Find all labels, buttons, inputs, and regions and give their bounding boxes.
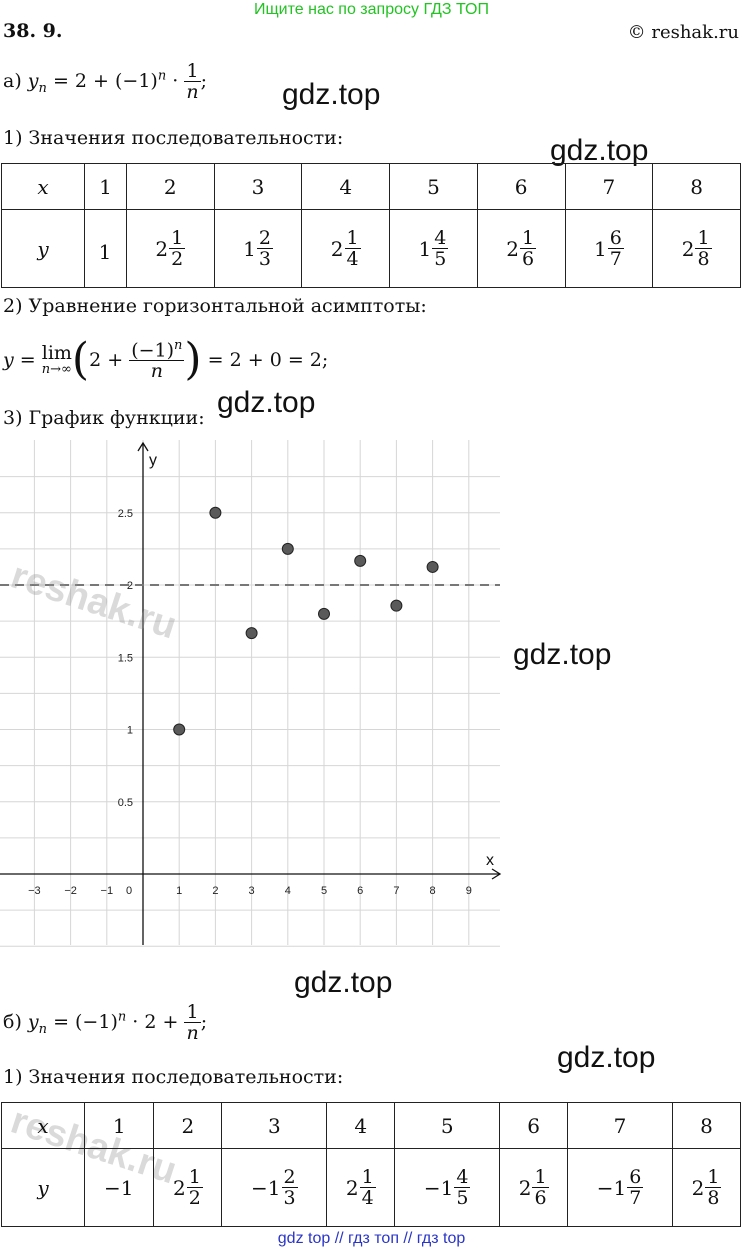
watermark: gdz.top (282, 78, 381, 111)
table-header-x: x (1, 1102, 85, 1149)
x-tick-label: 9 (466, 885, 472, 897)
x-tick-label: 2 (212, 885, 218, 897)
table-cell-y: −1 2 3 (221, 1148, 328, 1227)
table-cell-x: 6 (499, 1102, 569, 1149)
data-point (173, 723, 186, 736)
part-b-formula: б) yn = (−1)n · 2 + 1 n; (3, 1001, 208, 1044)
y-tick-label: 1.5 (118, 652, 133, 664)
part-b-step1: 1) Значения последовательности: (3, 1066, 344, 1088)
table-cell-x: 7 (567, 1102, 673, 1149)
table-cell-y: 1 (84, 209, 127, 288)
data-point (281, 542, 294, 555)
table-cell-y: −1 (83, 1148, 155, 1227)
y-tick-label: 0.5 (118, 797, 133, 809)
watermark: gdz.top (217, 386, 316, 419)
table-cell-x: 7 (564, 163, 654, 210)
x-tick-label: 5 (321, 885, 327, 897)
y-tick-label: 2.5 (118, 508, 133, 520)
watermark: gdz.top (550, 134, 649, 167)
x-tick-label: −2 (64, 885, 77, 897)
x-tick-label: 7 (393, 885, 399, 897)
x-tick-label: −1 (101, 885, 114, 897)
table-cell-y: −1 4 5 (394, 1148, 501, 1227)
table-cell-x: 2 (125, 163, 215, 210)
footer-links[interactable]: gdz top // гдз топ // гдз top (277, 1230, 466, 1247)
x-tick-label: 6 (357, 885, 363, 897)
table-header-x: x (1, 163, 85, 210)
table-cell-x: 3 (213, 163, 303, 210)
table-header-y: y (1, 209, 85, 288)
table-cell-x: 3 (221, 1102, 328, 1149)
x-axis-arrow (491, 868, 502, 880)
watermark: gdz.top (513, 638, 612, 671)
y-tick-label: 2 (127, 580, 133, 592)
x-tick-label: 8 (430, 885, 436, 897)
table-cell-x: 4 (326, 1102, 396, 1149)
part-a-formula: а) yn = 2 + (−1)n · 1 n; (3, 60, 208, 103)
problem-number: 38. 9. (3, 20, 63, 42)
table-cell-x: 8 (672, 1102, 741, 1149)
x-tick-label: −3 (28, 885, 41, 897)
table-cell-x: 4 (301, 163, 391, 210)
table-cell-x: 5 (389, 163, 478, 210)
part-a-step2: 2) Уравнение горизонтальной асимптоты: (3, 295, 427, 317)
copyright: © reshak.ru (627, 22, 739, 43)
y-tick-label: 1 (127, 725, 133, 737)
table-cell-x: 5 (394, 1102, 501, 1149)
x-tick-label: 4 (285, 885, 291, 897)
data-point (390, 599, 403, 612)
search-banner[interactable]: Ищите нас по запросу ГДЗ ТОП (254, 1, 489, 18)
data-point (318, 607, 330, 620)
y-axis-arrow (137, 441, 149, 452)
data-point (245, 627, 258, 640)
part-a-step1: 1) Значения последовательности: (3, 127, 344, 149)
table-cell-x: 1 (84, 163, 127, 210)
data-point (209, 506, 222, 519)
y-axis-label: y (149, 452, 157, 469)
x-tick-label: 0 (126, 885, 132, 897)
watermark: gdz.top (557, 1041, 656, 1074)
table-cell-y: −1 6 7 (567, 1148, 673, 1227)
asymptote-limit: y = lim n→∞ ( 2 + (−1)n n ) = 2 + 0 = 2; (3, 334, 329, 385)
table-cell-x: 6 (476, 163, 566, 210)
x-tick-label: 1 (176, 885, 182, 897)
part-a-step3: 3) График функции: (3, 407, 205, 429)
x-tick-label: 3 (249, 885, 255, 897)
sequence-chart: x y −3 −2 −1 0 1 2 3 4 5 6 7 8 9 0.5 1 1.5 2 2.5 (0, 440, 502, 947)
table-cell-x: 8 (652, 163, 741, 210)
table-cell-x: 1 (83, 1102, 155, 1149)
x-axis-label: x (486, 852, 494, 869)
table-header-y: y (1, 1148, 85, 1227)
table-cell-x: 2 (153, 1102, 223, 1149)
watermark: gdz.top (294, 966, 393, 999)
data-point (354, 554, 367, 567)
data-point (426, 560, 439, 573)
